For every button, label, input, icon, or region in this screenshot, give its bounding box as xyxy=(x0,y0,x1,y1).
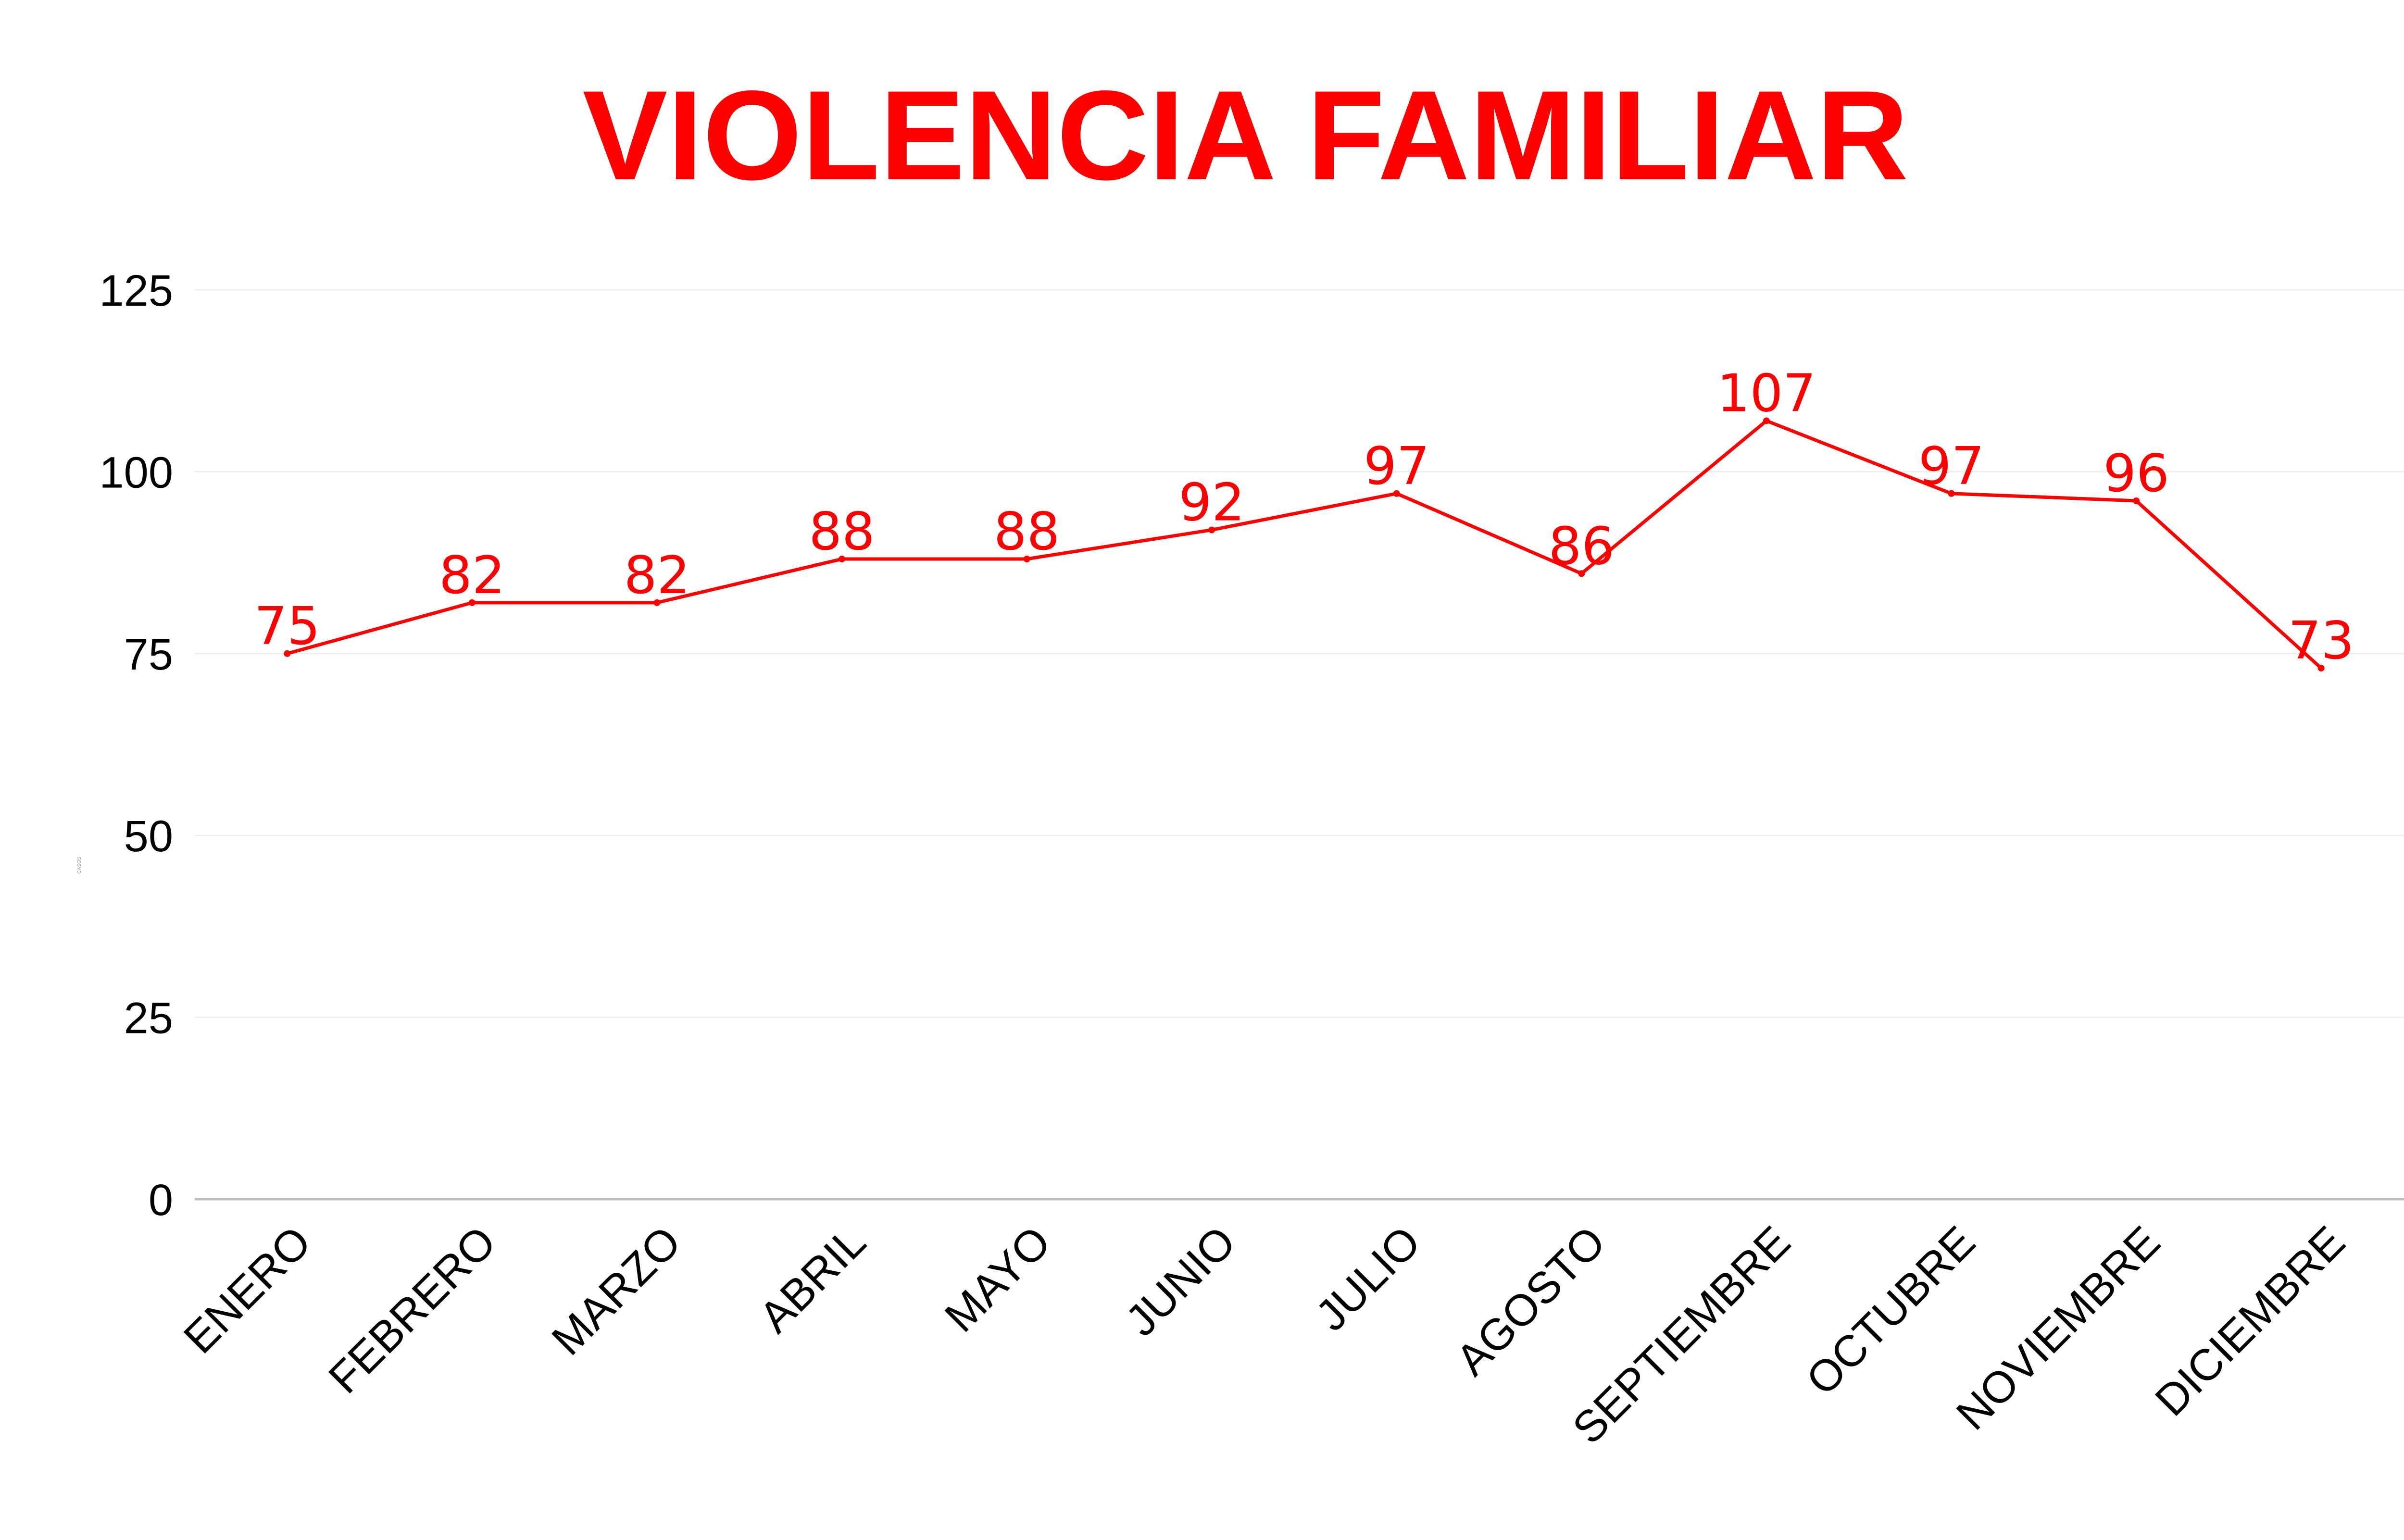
data-label: 82 xyxy=(439,546,505,606)
x-tick-label: JULIO xyxy=(1306,1217,1429,1340)
data-label: 86 xyxy=(1549,516,1615,576)
y-tick-label: 25 xyxy=(124,994,173,1043)
gridlines xyxy=(195,289,2404,1018)
series-line xyxy=(287,419,2323,670)
data-point xyxy=(1578,570,1585,577)
x-tick-label: DICIEMBRE xyxy=(2146,1217,2354,1426)
x-tick-label: ENERO xyxy=(175,1217,320,1363)
data-point xyxy=(2317,665,2325,672)
data-label: 92 xyxy=(1178,472,1244,533)
data-label: 88 xyxy=(809,502,875,562)
data-point xyxy=(1393,490,1400,497)
y-tick-label: 100 xyxy=(100,448,174,497)
data-point xyxy=(2133,497,2140,504)
data-point xyxy=(468,599,476,606)
x-tick-label: AGOSTO xyxy=(1447,1217,1615,1385)
data-point xyxy=(1208,526,1215,534)
data-label: 75 xyxy=(254,596,320,657)
data-label: 97 xyxy=(1364,436,1429,497)
data-label: 82 xyxy=(624,546,690,606)
x-tick-label: OCTUBRE xyxy=(1797,1217,1984,1404)
data-label: 96 xyxy=(2103,444,2169,504)
y-tick-label: 125 xyxy=(100,266,174,315)
x-tick-label: JUNIO xyxy=(1116,1217,1245,1345)
x-tick-label: ABRIL xyxy=(750,1217,875,1342)
x-tick-label: MARZO xyxy=(543,1217,690,1365)
data-label: 97 xyxy=(1918,436,1984,497)
data-point xyxy=(653,599,661,606)
y-tick-label: 75 xyxy=(124,630,173,679)
data-point xyxy=(1763,417,1770,424)
data-label: 88 xyxy=(994,502,1060,562)
data-point xyxy=(839,556,846,563)
x-tick-label: FEBRERO xyxy=(319,1217,505,1403)
data-label: 107 xyxy=(1717,363,1816,423)
y-tick-label: 50 xyxy=(124,812,173,861)
data-point xyxy=(1023,556,1030,563)
y-axis: 0 25 50 75 100 125 xyxy=(100,266,174,1225)
x-tick-label: MAYO xyxy=(936,1217,1060,1341)
series xyxy=(287,419,2323,670)
data-label: 73 xyxy=(2288,611,2354,671)
data-points xyxy=(284,417,2325,672)
y-axis-label: CASOS xyxy=(77,857,82,873)
data-labels: 75 82 82 88 88 92 97 86 107 97 96 73 xyxy=(254,363,2354,671)
chart-title: VIOLENCIA FAMILIAR xyxy=(582,64,1909,207)
y-tick-label: 0 xyxy=(149,1176,173,1225)
data-point xyxy=(1948,490,1955,497)
data-point xyxy=(284,650,291,657)
